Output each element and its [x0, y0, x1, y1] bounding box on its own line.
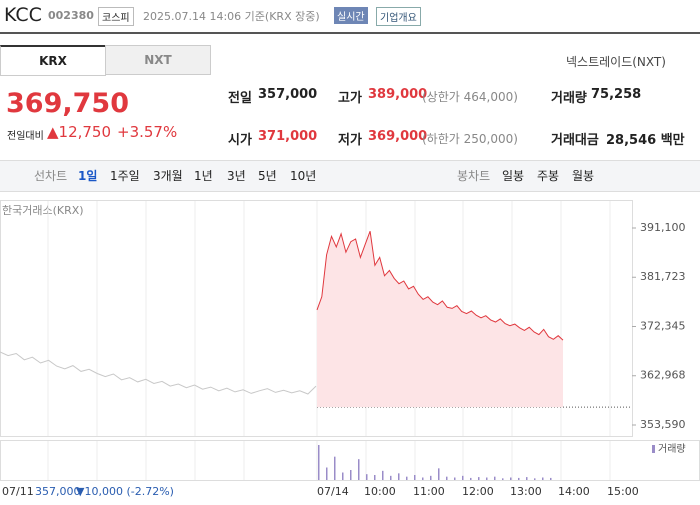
info-value: 357,000 [258, 87, 318, 102]
change-label: 전일대비 [7, 131, 44, 142]
volume-bar [438, 468, 440, 480]
volume-bar [358, 459, 360, 480]
volume-bar [494, 476, 496, 480]
volume-bar [382, 470, 384, 480]
price-area [317, 231, 563, 408]
volume-bar [510, 477, 512, 480]
footer-prev-price: 357,000 [35, 485, 81, 498]
period-option[interactable]: 1일 [78, 169, 98, 183]
info-note: (하한가 250,000) [422, 132, 518, 146]
x-label: 10:00 [364, 485, 396, 498]
period-option[interactable]: 10년 [290, 169, 317, 183]
nxt-link[interactable]: 넥스트레이드(NXT) [566, 55, 666, 69]
timestamp: 2025.07.14 14:06 기준(KRX 장중) [143, 10, 320, 23]
market-badge: 코스피 [98, 7, 134, 26]
volume-bar [462, 475, 464, 480]
tab[interactable]: KRX [0, 45, 106, 76]
info-value: 369,000 [368, 129, 428, 144]
volume-bar [518, 477, 520, 480]
prev-price-line [0, 351, 317, 395]
change: ▲12,750 [47, 123, 112, 141]
period-option[interactable]: 3개월 [153, 169, 183, 183]
candle-chart-label: 봉차트 [457, 169, 491, 183]
info-label: 전일 [228, 91, 252, 106]
volume-bar [550, 477, 552, 480]
info-value: 75,258 [591, 87, 642, 102]
info-label: 저가 [338, 133, 362, 148]
x-label: 13:00 [510, 485, 542, 498]
y-tick-label: 372,345 [640, 320, 686, 333]
volume-bar [478, 477, 480, 480]
volume-bar [526, 477, 528, 480]
y-tick-label: 381,723 [640, 270, 686, 283]
info-value: 28,546 백만 [606, 133, 685, 148]
x-label: 15:00 [607, 485, 639, 498]
x-label: 11:00 [413, 485, 445, 498]
info-label: 거래량 [551, 91, 587, 106]
volume-bar [334, 456, 336, 480]
info-value: 389,000 [368, 87, 428, 102]
x-label: 07/11 [2, 485, 34, 498]
info-note: (상한가 464,000) [422, 90, 518, 104]
period-option[interactable]: 일봉 [502, 169, 525, 183]
y-tick-label: 353,590 [640, 418, 686, 431]
x-label: 07/14 [317, 485, 349, 498]
volume-bar [406, 476, 408, 480]
plot-frame [0, 200, 633, 437]
info-value: 371,000 [258, 129, 318, 144]
volume-bar [342, 472, 344, 480]
y-tick-label: 362,968 [640, 369, 686, 382]
period-bar [0, 160, 700, 192]
period-option[interactable]: 1주일 [110, 169, 140, 183]
volume-bar [374, 475, 376, 480]
volume-bar [318, 445, 320, 480]
legend-label: 거래량 [658, 443, 686, 455]
info-label: 시가 [228, 133, 252, 148]
volume-bar [350, 470, 352, 480]
volume-bar [398, 473, 400, 480]
volume-bar [414, 475, 416, 480]
volume-bar [542, 477, 544, 480]
volume-bar [470, 477, 472, 480]
volume-bar [390, 475, 392, 480]
volume-bar [486, 477, 488, 480]
stock-name: KCC [4, 4, 42, 26]
realtime-badge[interactable]: 실시간 [334, 7, 368, 24]
period-option[interactable]: 월봉 [572, 169, 595, 183]
legend-swatch [652, 445, 655, 453]
volume-bar [534, 478, 536, 480]
change-pct: +3.57% [117, 123, 178, 141]
divider [0, 32, 700, 34]
x-label: 14:00 [558, 485, 590, 498]
overview-button[interactable]: 기업개요 [376, 7, 421, 26]
price-line [316, 231, 564, 341]
y-tick-label: 391,100 [640, 221, 686, 234]
period-option[interactable]: 1년 [194, 169, 213, 183]
chart-source: 한국거래소(KRX) [2, 204, 84, 217]
volume-bar [366, 474, 368, 480]
footer-prev-change: ▼10,000 (-2.72%) [76, 485, 174, 498]
line-chart-label: 선차트 [34, 169, 68, 183]
volume-bar [326, 467, 328, 480]
volume-bar [502, 478, 504, 480]
period-option[interactable]: 3년 [227, 169, 246, 183]
stock-code: 002380 [48, 9, 94, 22]
volume-bar [454, 477, 456, 480]
period-option[interactable]: 5년 [258, 169, 277, 183]
x-label: 12:00 [462, 485, 494, 498]
volume-bar [422, 477, 424, 480]
volume-bar [446, 476, 448, 480]
volume-bar [430, 475, 432, 480]
current-price: 369,750 [6, 88, 129, 119]
period-option[interactable]: 주봉 [537, 169, 560, 183]
info-label: 거래대금 [551, 133, 599, 148]
info-label: 고가 [338, 91, 362, 106]
tab[interactable]: NXT [105, 45, 211, 75]
